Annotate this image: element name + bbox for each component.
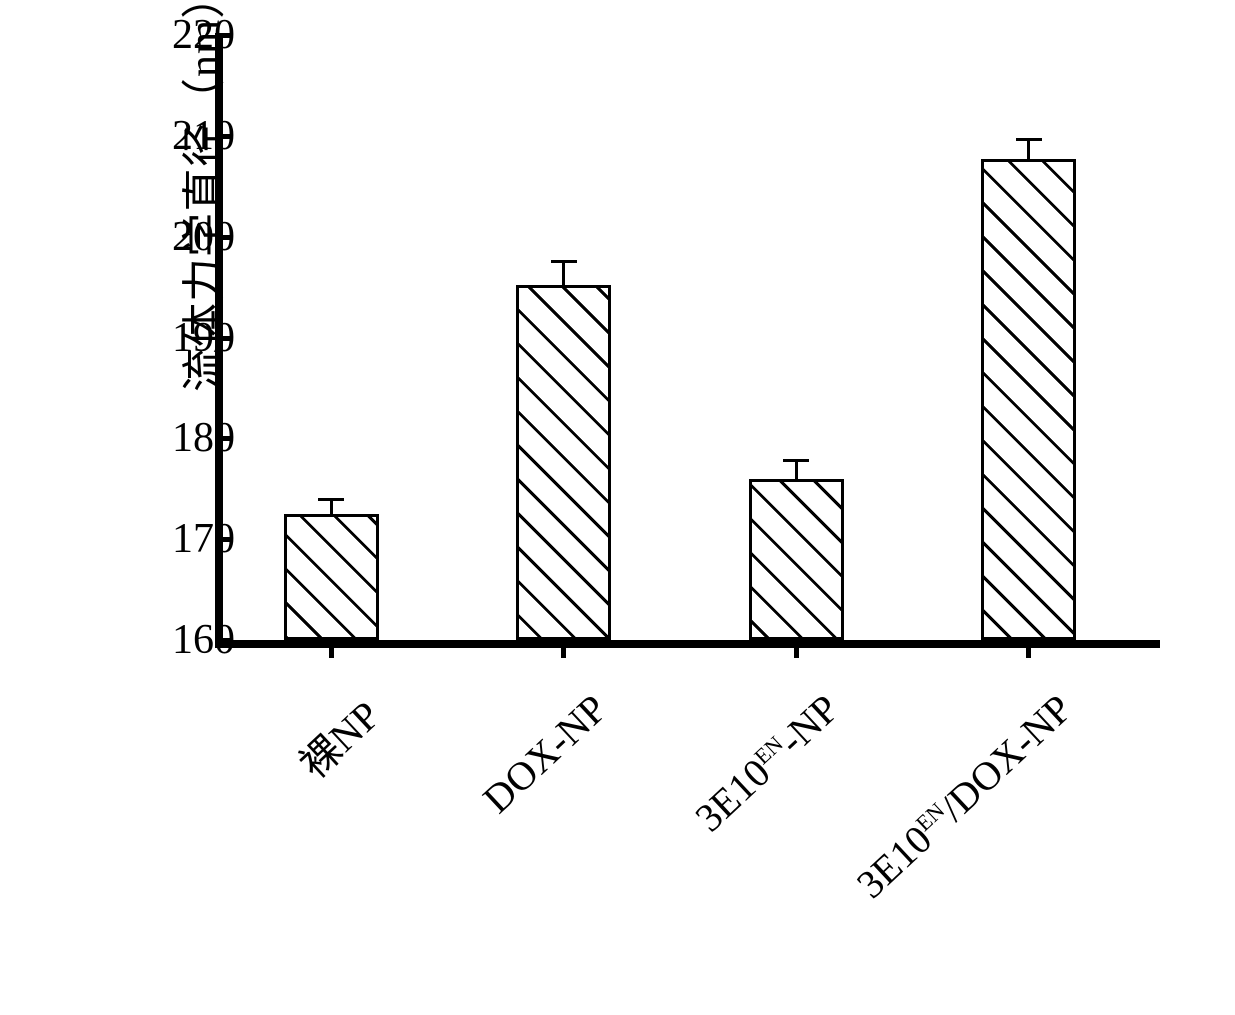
- error-bar: [795, 461, 798, 479]
- x-axis: [215, 640, 1160, 648]
- y-tick-label: 170: [155, 515, 235, 563]
- x-tick: [561, 640, 566, 658]
- error-bar: [562, 262, 565, 285]
- x-category-label: 3E10EN-NP: [611, 685, 848, 910]
- chart-container: 流体力学直径（nm） 160170180190200210220 裸NPDOX-…: [80, 20, 1180, 970]
- y-tick-label: 190: [155, 314, 235, 362]
- bar-hatch: [516, 285, 611, 640]
- x-tick: [794, 640, 799, 658]
- bar: [981, 159, 1076, 640]
- error-bar-cap: [1016, 138, 1042, 141]
- y-tick-label: 220: [155, 11, 235, 59]
- x-category-label: 3E10EN/DOX-NP: [844, 685, 1081, 910]
- error-bar-cap: [551, 260, 577, 263]
- bar-hatch: [981, 159, 1076, 640]
- error-bar: [1027, 140, 1030, 159]
- error-bar-cap: [318, 498, 344, 501]
- error-bar-cap: [783, 459, 809, 462]
- x-category-label: 裸NP: [146, 685, 390, 918]
- y-tick-label: 180: [155, 414, 235, 462]
- bar-hatch: [284, 514, 379, 640]
- bar: [749, 479, 844, 640]
- error-bar: [330, 500, 333, 514]
- bar: [284, 514, 379, 640]
- bar: [516, 285, 611, 640]
- y-axis: [215, 35, 223, 648]
- x-tick: [1026, 640, 1031, 658]
- bar-hatch: [749, 479, 844, 640]
- y-tick-label: 200: [155, 213, 235, 261]
- x-category-label: DOX-NP: [379, 685, 616, 910]
- y-tick-label: 210: [155, 112, 235, 160]
- x-tick: [329, 640, 334, 658]
